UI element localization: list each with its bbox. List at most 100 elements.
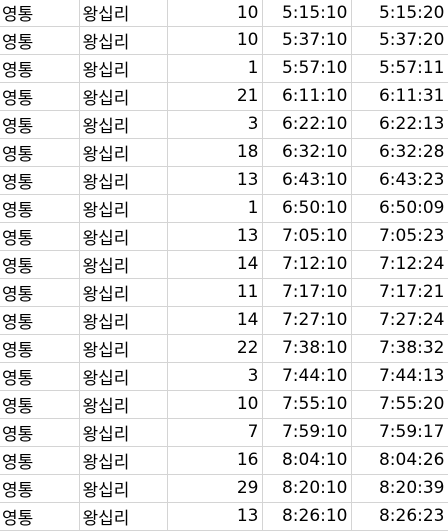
cell-time-2[interactable]: 6:32:28 <box>351 138 448 167</box>
cell-time-1[interactable]: 7:44:10 <box>262 362 352 391</box>
cell-count[interactable]: 10 <box>167 0 263 27</box>
cell-stop[interactable]: 왕십리 <box>79 418 168 447</box>
cell-time-1[interactable]: 8:04:10 <box>262 446 352 475</box>
cell-region[interactable]: 영통 <box>0 362 80 391</box>
cell-time-1[interactable]: 7:55:10 <box>262 390 352 419</box>
cell-time-2[interactable]: 7:38:32 <box>351 334 448 363</box>
cell-count[interactable]: 22 <box>167 334 263 363</box>
table-row: 영통 왕십리 21 6:11:10 6:11:31 <box>0 82 448 111</box>
cell-time-1[interactable]: 7:59:10 <box>262 418 352 447</box>
cell-region[interactable]: 영통 <box>0 166 80 195</box>
table-row: 영통 왕십리 10 5:15:10 5:15:20 <box>0 0 448 27</box>
cell-region[interactable]: 영통 <box>0 502 80 531</box>
table-row: 영통 왕십리 18 6:32:10 6:32:28 <box>0 138 448 167</box>
cell-time-2[interactable]: 6:43:23 <box>351 166 448 195</box>
cell-stop[interactable]: 왕십리 <box>79 138 168 167</box>
cell-region[interactable]: 영통 <box>0 194 80 223</box>
cell-region[interactable]: 영통 <box>0 278 80 307</box>
cell-time-2[interactable]: 5:57:11 <box>351 54 448 83</box>
cell-region[interactable]: 영통 <box>0 222 80 251</box>
cell-count[interactable]: 16 <box>167 446 263 475</box>
cell-region[interactable]: 영통 <box>0 26 80 55</box>
cell-time-2[interactable]: 6:50:09 <box>351 194 448 223</box>
cell-region[interactable]: 영통 <box>0 446 80 475</box>
cell-stop[interactable]: 왕십리 <box>79 54 168 83</box>
cell-count[interactable]: 10 <box>167 26 263 55</box>
cell-time-2[interactable]: 7:59:17 <box>351 418 448 447</box>
cell-region[interactable]: 영통 <box>0 138 80 167</box>
cell-time-1[interactable]: 7:27:10 <box>262 306 352 335</box>
cell-time-2[interactable]: 7:05:23 <box>351 222 448 251</box>
cell-count[interactable]: 13 <box>167 222 263 251</box>
cell-time-1[interactable]: 7:17:10 <box>262 278 352 307</box>
cell-region[interactable]: 영통 <box>0 334 80 363</box>
cell-time-2[interactable]: 5:37:20 <box>351 26 448 55</box>
cell-stop[interactable]: 왕십리 <box>79 82 168 111</box>
cell-time-1[interactable]: 6:43:10 <box>262 166 352 195</box>
cell-time-2[interactable]: 8:20:39 <box>351 474 448 503</box>
cell-stop[interactable]: 왕십리 <box>79 334 168 363</box>
cell-stop[interactable]: 왕십리 <box>79 474 168 503</box>
cell-count[interactable]: 1 <box>167 194 263 223</box>
table-row: 영통 왕십리 1 6:50:10 6:50:09 <box>0 194 448 223</box>
cell-time-1[interactable]: 7:05:10 <box>262 222 352 251</box>
cell-stop[interactable]: 왕십리 <box>79 0 168 27</box>
cell-time-2[interactable]: 5:15:20 <box>351 0 448 27</box>
cell-time-2[interactable]: 8:04:26 <box>351 446 448 475</box>
cell-region[interactable]: 영통 <box>0 390 80 419</box>
cell-count[interactable]: 7 <box>167 418 263 447</box>
cell-count[interactable]: 21 <box>167 82 263 111</box>
cell-count[interactable]: 13 <box>167 166 263 195</box>
cell-time-1[interactable]: 6:50:10 <box>262 194 352 223</box>
cell-stop[interactable]: 왕십리 <box>79 166 168 195</box>
cell-time-1[interactable]: 7:12:10 <box>262 250 352 279</box>
cell-count[interactable]: 3 <box>167 362 263 391</box>
cell-time-1[interactable]: 5:37:10 <box>262 26 352 55</box>
cell-time-2[interactable]: 6:11:31 <box>351 82 448 111</box>
cell-stop[interactable]: 왕십리 <box>79 250 168 279</box>
cell-region[interactable]: 영통 <box>0 0 80 27</box>
cell-region[interactable]: 영통 <box>0 306 80 335</box>
cell-stop[interactable]: 왕십리 <box>79 26 168 55</box>
cell-stop[interactable]: 왕십리 <box>79 222 168 251</box>
cell-count[interactable]: 13 <box>167 502 263 531</box>
cell-count[interactable]: 18 <box>167 138 263 167</box>
cell-region[interactable]: 영통 <box>0 250 80 279</box>
cell-time-1[interactable]: 6:11:10 <box>262 82 352 111</box>
cell-time-2[interactable]: 7:12:24 <box>351 250 448 279</box>
cell-count[interactable]: 14 <box>167 250 263 279</box>
cell-time-2[interactable]: 7:27:24 <box>351 306 448 335</box>
cell-time-2[interactable]: 7:44:13 <box>351 362 448 391</box>
cell-time-2[interactable]: 6:22:13 <box>351 110 448 139</box>
cell-stop[interactable]: 왕십리 <box>79 306 168 335</box>
cell-stop[interactable]: 왕십리 <box>79 390 168 419</box>
cell-stop[interactable]: 왕십리 <box>79 110 168 139</box>
cell-time-2[interactable]: 7:55:20 <box>351 390 448 419</box>
cell-count[interactable]: 10 <box>167 390 263 419</box>
cell-count[interactable]: 11 <box>167 278 263 307</box>
cell-stop[interactable]: 왕십리 <box>79 278 168 307</box>
cell-stop[interactable]: 왕십리 <box>79 502 168 531</box>
cell-time-1[interactable]: 6:22:10 <box>262 110 352 139</box>
cell-time-1[interactable]: 6:32:10 <box>262 138 352 167</box>
cell-region[interactable]: 영통 <box>0 110 80 139</box>
cell-region[interactable]: 영통 <box>0 54 80 83</box>
cell-region[interactable]: 영통 <box>0 474 80 503</box>
cell-time-1[interactable]: 7:38:10 <box>262 334 352 363</box>
table-row: 영통 왕십리 14 7:27:10 7:27:24 <box>0 306 448 335</box>
cell-stop[interactable]: 왕십리 <box>79 194 168 223</box>
cell-count[interactable]: 3 <box>167 110 263 139</box>
cell-time-1[interactable]: 5:57:10 <box>262 54 352 83</box>
cell-time-1[interactable]: 8:20:10 <box>262 474 352 503</box>
cell-time-2[interactable]: 7:17:21 <box>351 278 448 307</box>
cell-region[interactable]: 영통 <box>0 82 80 111</box>
cell-count[interactable]: 14 <box>167 306 263 335</box>
cell-stop[interactable]: 왕십리 <box>79 362 168 391</box>
cell-time-2[interactable]: 8:26:23 <box>351 502 448 531</box>
cell-stop[interactable]: 왕십리 <box>79 446 168 475</box>
cell-count[interactable]: 1 <box>167 54 263 83</box>
cell-count[interactable]: 29 <box>167 474 263 503</box>
cell-time-1[interactable]: 8:26:10 <box>262 502 352 531</box>
cell-region[interactable]: 영통 <box>0 418 80 447</box>
cell-time-1[interactable]: 5:15:10 <box>262 0 352 27</box>
